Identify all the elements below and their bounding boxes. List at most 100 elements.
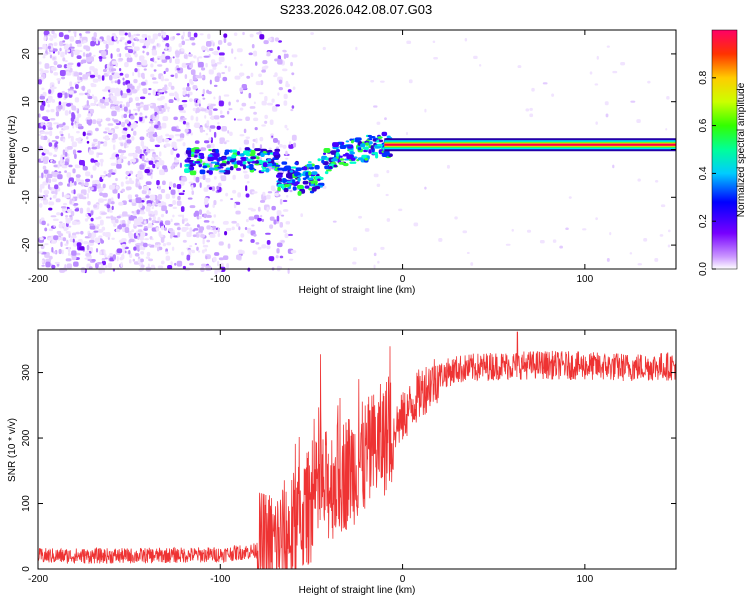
spectrogram-cell — [72, 149, 77, 155]
colorbar-tick-label: 0.0 — [698, 262, 709, 276]
spectrogram-cell — [266, 206, 269, 213]
spectrogram-cell — [233, 163, 238, 169]
spectrogram-cell — [171, 246, 175, 251]
colorbar-ticks: 0.0 0.2 0.4 0.6 0.8 — [698, 70, 716, 276]
spectrogram-cell — [80, 267, 86, 273]
spectrogram-cell — [176, 184, 182, 190]
spectrogram-cell — [147, 92, 151, 96]
spectrogram-cell — [104, 98, 109, 104]
spectrogram-cell — [65, 214, 69, 218]
spectrogram-cell — [59, 130, 64, 135]
spectrogram-cell — [206, 40, 212, 47]
spectrogram-cell — [69, 43, 73, 48]
spectrogram-cell — [66, 103, 72, 107]
spectrogram-cell — [470, 262, 474, 266]
spectrogram-cell — [253, 50, 258, 57]
spectrogram-cell — [112, 188, 118, 194]
spectrogram-cell — [62, 57, 66, 62]
spectrogram-cell — [386, 218, 391, 222]
spectrogram-cell — [141, 145, 147, 150]
spectrogram-cell — [114, 126, 119, 129]
spectrogram-cell — [194, 210, 200, 217]
spectrogram-cell — [279, 255, 284, 259]
spectrogram-cell — [139, 96, 146, 100]
spectrogram-cell — [155, 156, 161, 159]
spectrogram-cell — [39, 183, 45, 189]
spectrogram-cell — [285, 221, 291, 225]
spectrogram-cell — [160, 75, 164, 82]
spectrogram-cell — [311, 171, 318, 175]
spectrogram-cell — [115, 185, 119, 190]
spectrogram-cell — [321, 159, 325, 164]
spectrogram-cell — [134, 194, 139, 198]
spectrogram-cell — [126, 145, 129, 148]
spectrogram-cell — [214, 252, 220, 256]
spectrogram-cell — [38, 47, 43, 50]
spectrogram-cell — [147, 35, 151, 39]
spectrogram-cell — [63, 64, 68, 69]
spectrogram-cell — [39, 187, 43, 193]
spectrogram-cell — [90, 174, 94, 179]
spectrogram-cell — [114, 218, 119, 224]
snr-y-tick-label: 0 — [21, 566, 32, 572]
spectrogram-cell — [290, 109, 294, 112]
spectrogram-cell — [66, 263, 72, 269]
spectrogram-cell — [109, 210, 113, 213]
spectrogram-cell — [83, 241, 89, 245]
spectrogram-cell — [44, 123, 49, 126]
spectrogram-cell — [186, 82, 190, 87]
spectrogram-cell — [153, 106, 159, 112]
spectrogram-cell — [137, 181, 140, 185]
spectrogram-cell — [84, 218, 89, 222]
spectrogram-cell — [69, 36, 75, 42]
spectrogram-cell — [141, 155, 145, 162]
spectrogram-cell — [245, 185, 248, 192]
spectrogram-cell — [190, 154, 195, 157]
spectrogram-cell — [177, 195, 181, 201]
spectrogram-cell — [252, 142, 255, 149]
spectrogram-cell — [150, 73, 155, 78]
spectrogram-cell — [211, 186, 216, 192]
spectrogram-cell — [182, 103, 188, 108]
spectrogram-cell — [559, 245, 563, 249]
spectrogram-cell — [325, 157, 330, 161]
spectrogram-cell — [209, 127, 212, 133]
spectrogram-cell — [182, 265, 186, 269]
spectrogram-cell — [105, 216, 111, 219]
spectrogram-cell — [74, 31, 77, 38]
colorbar-tick-label: 0.2 — [698, 214, 709, 228]
spectrogram-cell — [221, 71, 226, 75]
spectrogram-cell — [166, 242, 172, 246]
spectrogram-cell — [217, 122, 220, 125]
spectrogram-cell — [208, 109, 213, 116]
spectrogram-cell — [317, 158, 321, 162]
spectrogram-cell — [259, 34, 265, 40]
spectrogram-cell — [228, 108, 233, 111]
spectrogram-cell — [361, 154, 369, 159]
spectrogram-cell — [87, 113, 92, 117]
spectrogram-cell — [121, 188, 126, 193]
spectrogram-cell — [58, 233, 64, 237]
spectrogram-cell — [109, 100, 114, 104]
spectrogram-cell — [127, 233, 134, 237]
spectrogram-cell — [324, 171, 329, 175]
spectrogram-cell — [119, 39, 123, 42]
spectrogram-cell — [56, 78, 62, 81]
spectrogram-cell — [242, 31, 245, 36]
spectrogram-cell — [330, 150, 337, 155]
spectrogram-cell — [144, 39, 151, 46]
spectrogram-cell — [180, 206, 185, 213]
spectrogram-cell — [69, 198, 73, 204]
spectrogram-cell — [282, 68, 288, 72]
spectrogram-cell — [61, 191, 65, 198]
spectrogram-cell — [144, 151, 148, 156]
spectrogram-cell — [268, 256, 275, 261]
spectrogram-cell — [278, 266, 283, 270]
spectrogram-cell — [173, 159, 180, 163]
spectrogram-cell — [59, 70, 66, 76]
spectrogram-cell — [154, 220, 160, 224]
spectrogram-cell — [70, 51, 74, 58]
spectrogram-cell — [151, 154, 156, 158]
spectrogram-cell — [202, 174, 206, 180]
